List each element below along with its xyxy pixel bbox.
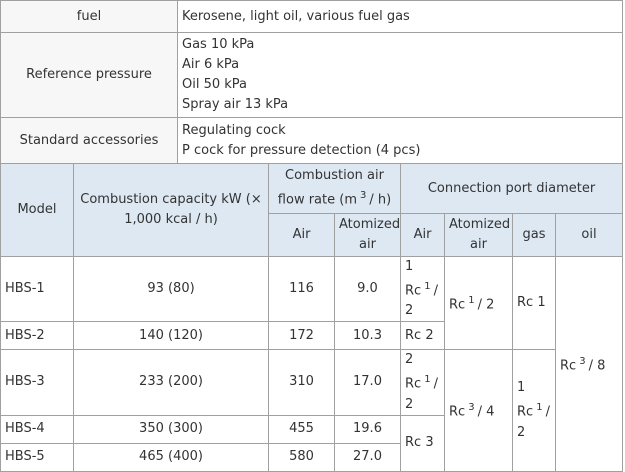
spec-value: Kerosene, light oil, various fuel gas: [177, 0, 623, 33]
text: Combustion air flow rate (m: [277, 168, 384, 208]
line: Regulating cock: [182, 122, 286, 138]
port-cell: Rc 3/ 8: [554, 256, 624, 472]
cell: 172: [268, 321, 335, 351]
header-cell: Atomized air: [444, 213, 513, 257]
sup: 1: [424, 374, 431, 386]
line: P cock for pressure detection (4 pcs): [182, 142, 421, 158]
cell: 10.3: [334, 321, 401, 351]
text: / 4: [477, 404, 495, 420]
cell: 580: [268, 442, 335, 472]
spec-row: fuel Kerosene, light oil, various fuel g…: [0, 0, 623, 33]
cell: 350 (300): [73, 414, 269, 444]
spec-label: Reference pressure: [0, 32, 178, 118]
port-cell: Rc 1: [512, 255, 556, 351]
cell: 465 (400): [73, 442, 269, 472]
spec-value: Gas 10 kPa Air 6 kPa Oil 50 kPa Spray ai…: [177, 32, 623, 118]
port-cell: 1 Rc 1/ 2: [400, 255, 445, 323]
header-cell: Air: [268, 213, 335, 257]
cell: HBS-4: [0, 414, 74, 444]
model-table: Model Combustion capacity kW (× 1,000 kc…: [0, 163, 624, 472]
port-cell: Rc 2: [400, 321, 445, 351]
cell: 27.0: [334, 442, 401, 472]
text: 2 Rc: [405, 352, 422, 392]
cell: 310: [268, 349, 335, 416]
port-cell: 2 Rc 1/ 2: [400, 349, 445, 416]
cell: HBS-2: [0, 321, 74, 351]
line: Air 6 kPa: [182, 57, 240, 72]
port-cell: 1 Rc 1/ 2: [512, 349, 556, 472]
cell: HBS-1: [0, 255, 74, 323]
port-cell: Rc 3/ 4: [444, 349, 513, 472]
text: / 8: [588, 357, 606, 373]
cell: 19.6: [334, 414, 401, 444]
cell: 9.0: [334, 255, 401, 323]
cell: 116: [268, 255, 335, 323]
cell: 93 (80): [73, 255, 269, 323]
spec-label: Standard accessories: [0, 117, 178, 164]
sup: 1: [424, 281, 431, 292]
line: Oil 50 kPa: [182, 77, 248, 92]
cell: HBS-5: [0, 442, 74, 472]
text: / 2: [405, 283, 438, 319]
port-cell: Rc 1/ 2: [444, 255, 513, 351]
port-cell: Rc 3: [400, 414, 445, 472]
header-cell: Air: [400, 213, 445, 257]
text: Rc: [449, 404, 466, 420]
header-cell: Connection port diameter: [399, 163, 624, 214]
text: Rc: [449, 297, 466, 313]
header-cell: Model: [0, 163, 74, 257]
header-cell: oil: [554, 213, 624, 257]
header-cell: Combustion air flow rate (m 3/ h): [268, 163, 401, 214]
text: / 2: [517, 404, 550, 440]
sup: 1: [468, 295, 475, 306]
line: Kerosene, light oil, various fuel gas: [182, 8, 410, 24]
row: HBS-4 350 (300) 455 19.6 Rc 3: [0, 414, 623, 472]
cell: 140 (120): [73, 321, 269, 351]
text: 1 Rc: [517, 380, 534, 420]
cell: 455: [268, 414, 335, 444]
text: Rc: [560, 357, 577, 373]
header-row: Model Combustion capacity kW (× 1,000 kc…: [0, 163, 624, 257]
spec-label: fuel: [0, 0, 178, 33]
text: / 2: [405, 376, 438, 412]
text: / h): [369, 192, 392, 208]
sup: 1: [536, 402, 543, 414]
sup: 3: [359, 190, 367, 202]
spec-row: Reference pressure Gas 10 kPa Air 6 kPa …: [0, 32, 623, 118]
cell: 17.0: [334, 349, 401, 416]
header-row: Air Atomized air Air Atomized air gas oi…: [1, 213, 624, 257]
text: 1 Rc: [405, 259, 422, 299]
line: Gas 10 kPa: [182, 37, 255, 52]
text: / 2: [477, 297, 495, 313]
spec-value: Regulating cock P cock for pressure dete…: [177, 117, 623, 164]
row: HBS-1 93 (80) 116 9.0 1 Rc 1/ 2 Rc 1/ 2 Rc 1 Rc 3/…: [0, 255, 624, 472]
header-cell: Combustion capacity kW (× 1,000 kcal / h…: [73, 163, 269, 257]
cell: 233 (200): [73, 349, 269, 416]
header-cell: gas: [512, 213, 556, 257]
spec-table: fuel Kerosene, light oil, various fuel g…: [0, 0, 623, 164]
sup: 3: [579, 355, 586, 367]
spec-row: Standard accessories Regulating cock P c…: [0, 117, 623, 164]
sup: 3: [468, 402, 475, 414]
cell: HBS-3: [0, 349, 74, 416]
line: Spray air 13 kPa: [182, 97, 289, 112]
header-cell: Atomized air: [334, 213, 401, 257]
